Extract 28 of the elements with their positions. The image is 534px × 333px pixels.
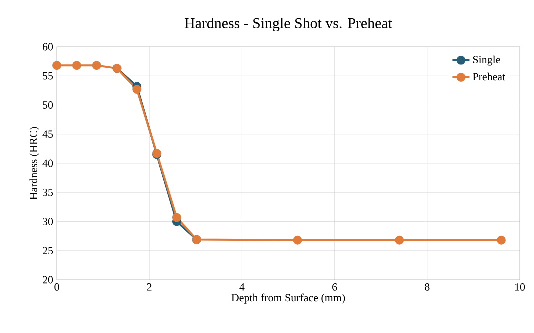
x-tick-label: 4 — [240, 284, 245, 291]
x-tick-label: 2 — [147, 284, 152, 291]
x-axis-title: Depth from Surface (mm) — [232, 294, 346, 304]
point — [172, 213, 182, 222]
y-tick-label: 25 — [43, 247, 54, 255]
y-tick-label: 40 — [42, 160, 54, 168]
chart-title: Hardness - Single Shot vs. Preheat — [184, 18, 392, 32]
point — [52, 61, 62, 70]
point — [72, 61, 82, 70]
y-tick-label: 35 — [43, 188, 54, 196]
y-tick-label: 20 — [43, 276, 54, 284]
point — [132, 85, 142, 94]
y-tick-label: 55 — [43, 72, 54, 80]
legend-label: Single — [473, 56, 500, 66]
x-tick-label: 10 — [515, 284, 526, 291]
point — [92, 61, 102, 70]
point — [293, 236, 302, 245]
x-tick-label: 0 — [54, 284, 60, 291]
y-tick-label: 50 — [43, 102, 54, 109]
x-tick-label: 8 — [425, 284, 430, 291]
y-axis-title: Hardness (HRC) — [30, 127, 40, 200]
point — [395, 236, 404, 245]
point — [496, 236, 506, 245]
y-tick-label: 30 — [43, 218, 54, 226]
y-tick-label: 60 — [42, 43, 54, 51]
legend-label: Preheat — [473, 72, 506, 81]
y-tick-label: 45 — [42, 130, 54, 138]
x-tick-label: 6 — [332, 284, 338, 291]
